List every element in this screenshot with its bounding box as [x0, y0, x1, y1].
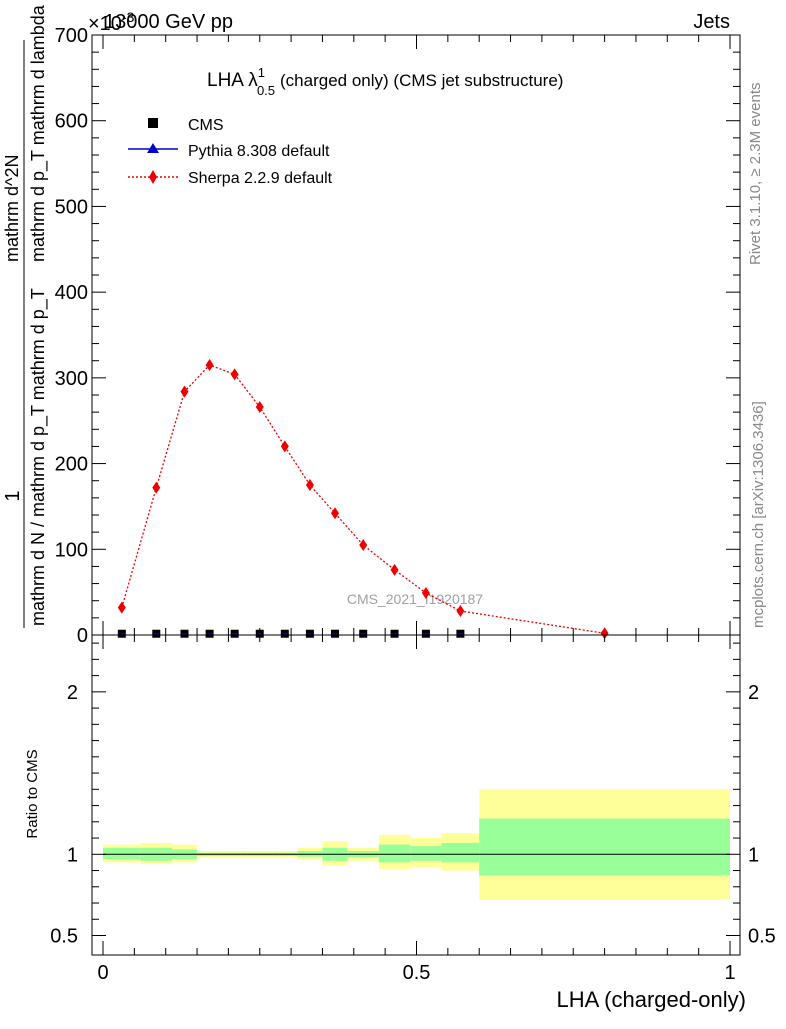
- sherpa-point: [421, 587, 430, 599]
- ratio-y-ticks: 0.5 0.5 1 1 2 2: [50, 642, 776, 948]
- sherpa-point: [305, 479, 314, 491]
- ratio-y-tick-label: 0.5: [50, 926, 78, 948]
- sherpa-point: [205, 359, 214, 371]
- main-y-label-numerator-rest: mathrm d p_T mathrm d lambda: [28, 4, 49, 262]
- main-y-tick-label: 100: [55, 539, 88, 561]
- main-y-tick-label: 200: [55, 454, 88, 476]
- watermark: CMS_2021_I1920187: [347, 591, 483, 607]
- main-panel: 0 100 200 300 400 500 600 700 CMS_2021_I1920187…: [2, 4, 741, 647]
- main-y-label-numerator: mathrm d^2N: [2, 155, 22, 262]
- plot-title: LHA λ1 0.5 (charged only) (CMS jet substru…: [207, 65, 563, 98]
- plot-title-sub: 0.5: [257, 83, 275, 98]
- sherpa-point: [456, 605, 465, 617]
- plot-title-prefix: LHA λ: [207, 70, 258, 91]
- ratio-band-inner: [441, 842, 480, 863]
- ratio-y-tick-label: 1: [67, 844, 78, 866]
- header-exponent-power: -3: [122, 9, 135, 25]
- legend-sherpa-label: Sherpa 2.2.9 default: [188, 170, 333, 187]
- x-tick-label: 0: [97, 962, 108, 984]
- main-y-tick-label: 0: [77, 625, 88, 647]
- sherpa-point: [255, 401, 264, 413]
- x-axis-label: LHA (charged-only): [556, 987, 746, 1012]
- ratio-band-inner: [479, 818, 730, 876]
- header-exponent: ×10-3: [88, 9, 135, 35]
- main-y-tick-label: 400: [55, 282, 88, 304]
- rivet-label: Rivet 3.1.10, ≥ 2.3M events: [747, 83, 764, 266]
- legend-cms-marker: [148, 118, 158, 128]
- main-y-label-denominator: mathrm d N / mathrm d p_T mathrm d p_T: [28, 288, 49, 626]
- sherpa-point: [600, 627, 609, 640]
- plot-title-sup: 1: [258, 65, 265, 80]
- ratio-band-inner: [378, 844, 411, 863]
- x-tick-label: 1: [724, 962, 735, 984]
- sherpa-point: [280, 440, 289, 453]
- main-x-ticks: [102, 35, 731, 635]
- sherpa-point: [117, 601, 126, 614]
- x-tick-label: 0.5: [403, 962, 431, 984]
- sherpa-point: [330, 507, 339, 520]
- ratio-y-tick-label-right: 2: [748, 682, 759, 704]
- main-series: [117, 359, 609, 640]
- legend-cms-label: CMS: [188, 117, 224, 134]
- main-y-tick-label: 700: [55, 25, 88, 47]
- ratio-y-tick-label-right: 0.5: [748, 926, 776, 948]
- ratio-y-label: Ratio to CMS: [24, 749, 41, 838]
- legend-pythia-label: Pythia 8.308 default: [188, 143, 330, 160]
- main-y-tick-label: 600: [55, 111, 88, 133]
- main-y-label: 1 mathrm d N / mathrm d p_T mathrm d p_T…: [2, 4, 49, 628]
- mcplots-label: mcplots.cern.ch [arXiv:1306.3436]: [750, 401, 767, 628]
- header-jets: Jets: [693, 11, 730, 33]
- ratio-band-inner: [103, 847, 141, 860]
- ratio-bands: [103, 789, 730, 900]
- ratio-band-inner: [410, 846, 442, 861]
- main-y-ticks: 0 100 200 300 400 500 600 700: [55, 25, 740, 647]
- sherpa-point: [180, 385, 189, 398]
- sherpa-point: [390, 563, 399, 576]
- legend: CMS Pythia 8.308 default Sherpa 2.2.9 de…: [128, 117, 333, 187]
- sherpa-point: [152, 481, 161, 494]
- legend-sherpa-marker: [149, 170, 157, 184]
- sherpa-point: [359, 539, 368, 551]
- plot-title-suffix: (charged only) (CMS jet substructure): [280, 71, 563, 90]
- ratio-y-tick-label-right: 1: [748, 844, 759, 866]
- ratio-panel: 0.5 0.51 12 2 0 0.5 1 Ratio to CMS LHA (charg…: [24, 634, 776, 1012]
- main-y-tick-label: 500: [55, 196, 88, 218]
- ratio-y-tick-label: 2: [67, 682, 78, 704]
- legend-pythia-marker: [147, 143, 159, 153]
- main-y-label-one: 1: [2, 490, 24, 501]
- sherpa-point: [230, 368, 239, 381]
- main-y-tick-label: 300: [55, 368, 88, 390]
- ratio-x-ticks: 0 0.5 1: [97, 635, 736, 984]
- header-energy: 13000 GeV pp: [104, 11, 233, 33]
